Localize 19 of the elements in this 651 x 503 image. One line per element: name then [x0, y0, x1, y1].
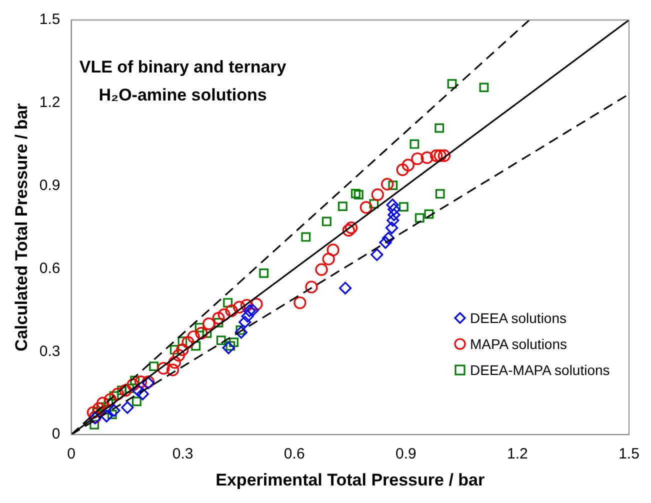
x-tick-label: 0.6 [284, 446, 305, 463]
x-tick-label: 0 [67, 446, 76, 463]
legend-label: DEEA solutions [470, 310, 566, 326]
y-tick-label: 0.3 [39, 342, 60, 360]
annotation: VLE of binary and ternary [79, 58, 287, 77]
y-tick-label: 1.5 [39, 11, 60, 28]
legend-label: MAPA solutions [470, 336, 568, 352]
x-axis-title: Experimental Total Pressure / bar [216, 470, 485, 490]
y-tick-label: 0.9 [39, 176, 60, 194]
y-tick-label: 1.2 [39, 94, 60, 112]
x-tick-label: 0.9 [395, 446, 416, 463]
y-axis-title: Calculated Total Pressure / bar [12, 102, 31, 352]
x-tick-label: 1.5 [618, 446, 640, 463]
y-tick-label: 0.6 [39, 260, 60, 277]
annotation: H₂O-amine solutions [98, 86, 267, 105]
x-tick-label: 1.2 [507, 446, 528, 463]
legend-label: DEEA-MAPA solutions [470, 362, 610, 378]
x-tick-label: 0.3 [172, 446, 194, 463]
y-tick-label: 0 [52, 426, 60, 443]
